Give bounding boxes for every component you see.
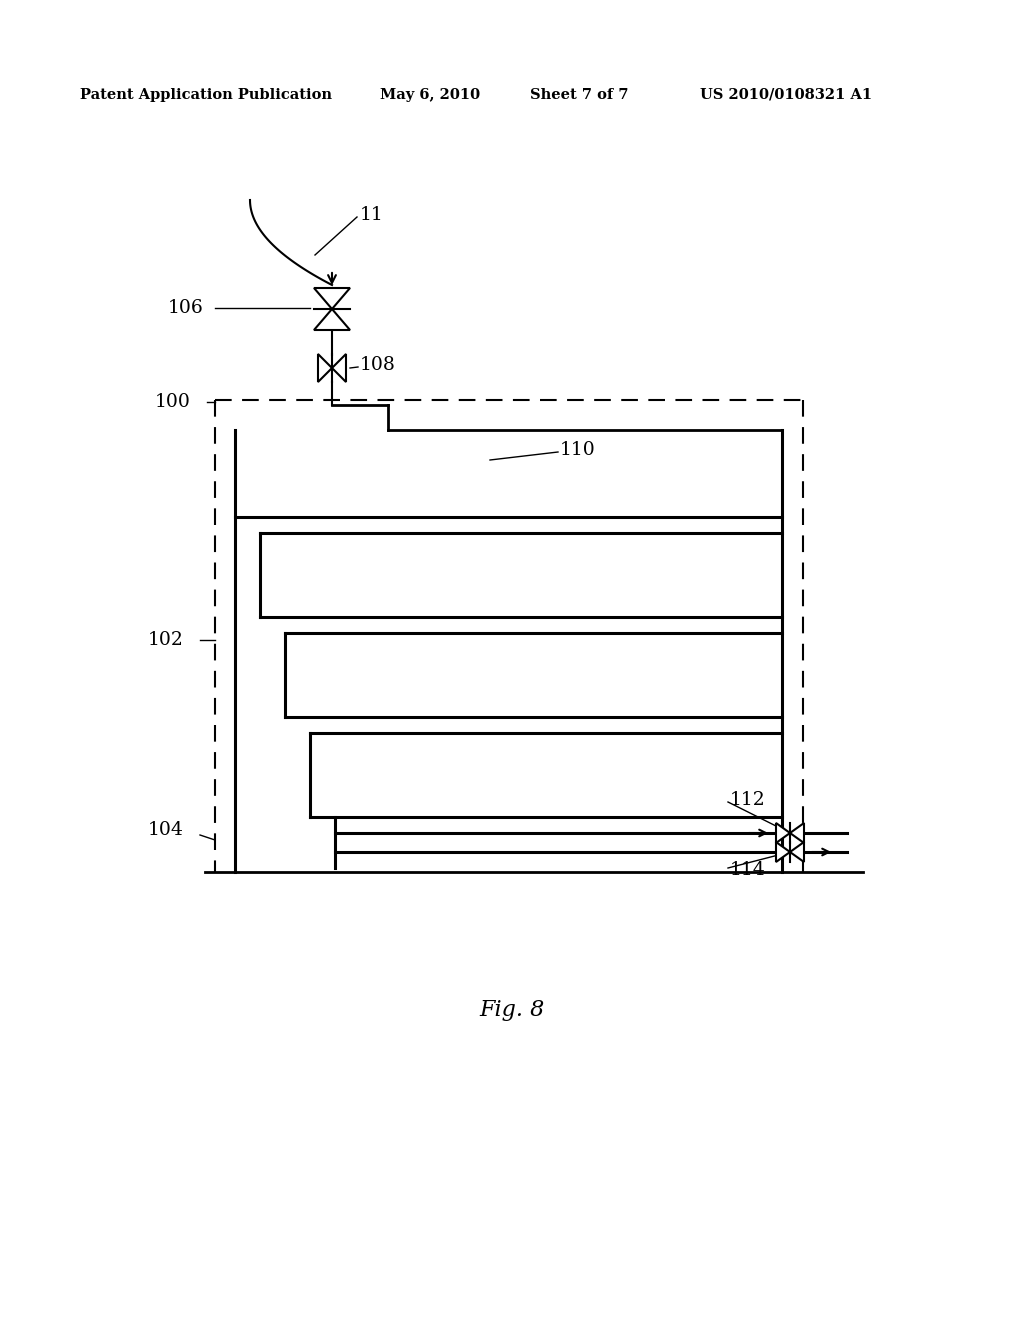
Polygon shape	[332, 354, 346, 381]
Polygon shape	[314, 288, 350, 309]
Text: 108: 108	[360, 356, 396, 374]
Polygon shape	[776, 822, 790, 843]
Text: Patent Application Publication: Patent Application Publication	[80, 88, 332, 102]
Text: US 2010/0108321 A1: US 2010/0108321 A1	[700, 88, 872, 102]
Polygon shape	[790, 842, 804, 862]
Text: 102: 102	[148, 631, 184, 649]
Text: 114: 114	[730, 861, 766, 879]
Text: Fig. 8: Fig. 8	[479, 999, 545, 1020]
Text: 104: 104	[148, 821, 184, 840]
Text: 110: 110	[560, 441, 596, 459]
Text: 100: 100	[155, 393, 190, 411]
Text: 106: 106	[168, 300, 204, 317]
Text: 11: 11	[360, 206, 384, 224]
Text: May 6, 2010: May 6, 2010	[380, 88, 480, 102]
Polygon shape	[318, 354, 332, 381]
Text: Sheet 7 of 7: Sheet 7 of 7	[530, 88, 629, 102]
Polygon shape	[790, 822, 804, 843]
Text: 112: 112	[730, 791, 766, 809]
Polygon shape	[776, 842, 790, 862]
Polygon shape	[314, 309, 350, 330]
